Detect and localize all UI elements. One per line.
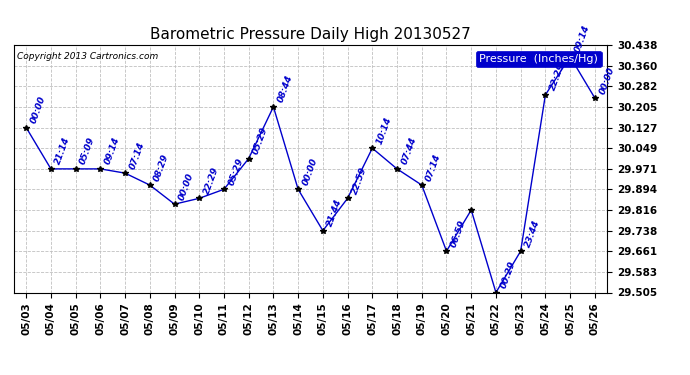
Text: 05:29: 05:29	[227, 156, 245, 186]
Text: 06:59: 06:59	[449, 218, 468, 248]
Text: 21:14: 21:14	[54, 136, 72, 166]
Text: 05:09: 05:09	[79, 136, 97, 166]
Text: 07:14: 07:14	[128, 140, 146, 170]
Text: 05:29: 05:29	[251, 126, 270, 156]
Text: 00:00: 00:00	[301, 156, 319, 186]
Text: 09:14: 09:14	[103, 136, 121, 166]
Title: Barometric Pressure Daily High 20130527: Barometric Pressure Daily High 20130527	[150, 27, 471, 42]
Text: 22:59: 22:59	[351, 166, 368, 195]
Text: 22:29: 22:29	[202, 166, 220, 195]
Legend: Pressure  (Inches/Hg): Pressure (Inches/Hg)	[476, 51, 602, 67]
Text: 09:14: 09:14	[573, 24, 591, 54]
Text: 10:14: 10:14	[375, 116, 393, 146]
Text: 00:00: 00:00	[598, 65, 616, 95]
Text: 00:00: 00:00	[29, 95, 47, 125]
Text: 00:29: 00:29	[499, 260, 517, 290]
Text: 07:44: 07:44	[400, 136, 418, 166]
Text: 08:29: 08:29	[152, 152, 171, 182]
Text: 23:44: 23:44	[524, 218, 542, 248]
Text: 21:44: 21:44	[326, 198, 344, 228]
Text: 07:14: 07:14	[424, 152, 443, 182]
Text: Copyright 2013 Cartronics.com: Copyright 2013 Cartronics.com	[17, 53, 158, 62]
Text: 00:00: 00:00	[177, 171, 195, 201]
Text: 08:44: 08:44	[276, 74, 295, 104]
Text: 22:29: 22:29	[548, 62, 566, 92]
